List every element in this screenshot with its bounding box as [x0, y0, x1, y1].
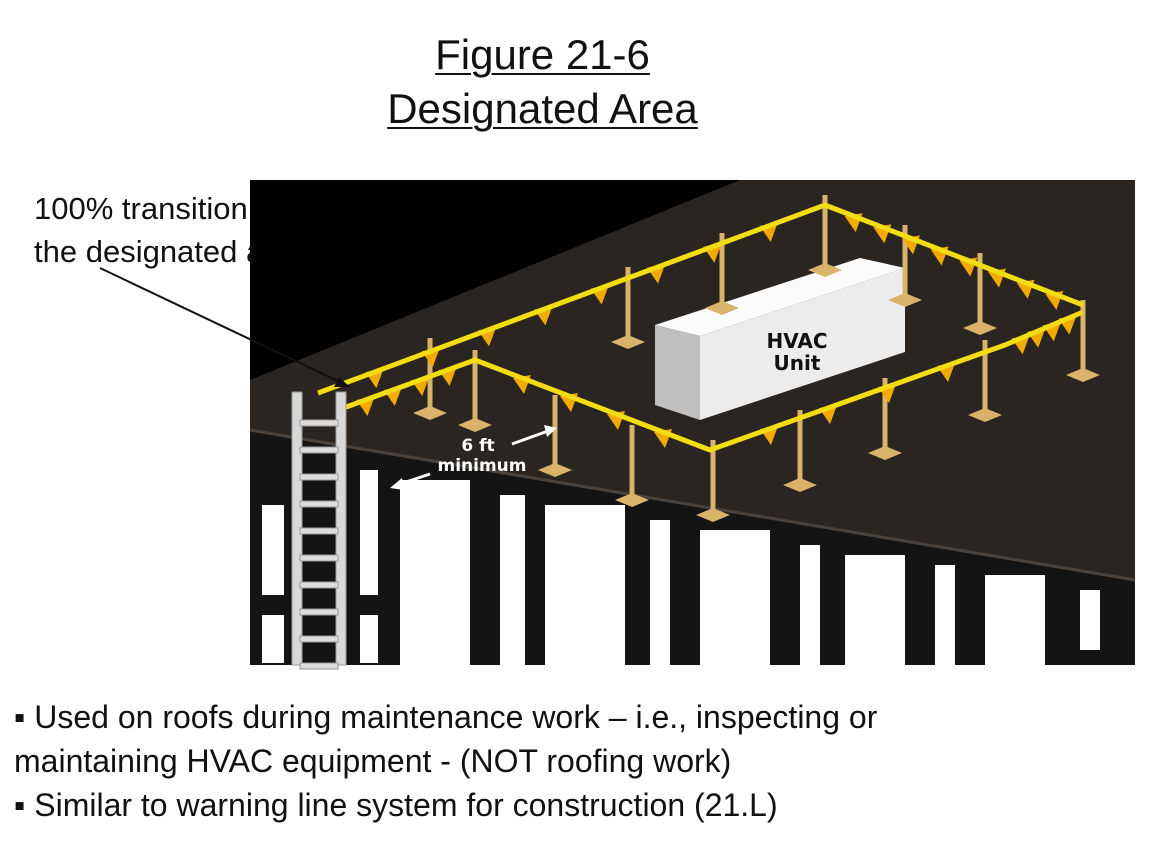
- warning-lines: [317, 202, 1084, 453]
- warning-line: [317, 202, 1084, 396]
- ladder-rung: [299, 581, 339, 589]
- hvac-label-line-1: HVAC: [766, 329, 827, 353]
- ladder-rung: [299, 662, 339, 670]
- callout-arrow: [99, 267, 350, 387]
- distance-arrow-right: [511, 425, 557, 446]
- bullet-1-line-2: maintaining HVAC equipment - (NOT roofin…: [14, 743, 732, 779]
- ladder-rung: [299, 554, 339, 562]
- warning-line: [337, 309, 1084, 453]
- ladder-rung: [299, 446, 339, 454]
- ladder-rung: [299, 473, 339, 481]
- figure-title: Figure 21-6: [435, 31, 650, 78]
- roof-edge-band: [250, 410, 1135, 665]
- distance-arrow-left: [390, 472, 431, 490]
- roof-edge-highlight: [249, 428, 1136, 582]
- ladder-rung: [299, 419, 339, 427]
- ladder-rung: [299, 635, 339, 643]
- distance-label-line-1: 6 ft: [461, 436, 494, 456]
- ladder-rung: [299, 608, 339, 616]
- ladder-rungs: [299, 419, 339, 670]
- hvac-label-line-2: Unit: [774, 351, 821, 375]
- ladder-rung: [299, 527, 339, 535]
- building-structure: [262, 470, 1100, 665]
- figure-subtitle: Designated Area: [387, 85, 698, 132]
- bullet-1-line-1: ▪ Used on roofs during maintenance work …: [14, 699, 878, 735]
- bullet-list: ▪ Used on roofs during maintenance work …: [14, 695, 877, 827]
- distance-label-line-2: minimum: [437, 456, 526, 476]
- ladder-rung: [299, 500, 339, 508]
- hvac-unit: [655, 258, 905, 420]
- bullet-2: ▪ Similar to warning line system for con…: [14, 787, 778, 823]
- ladder: [291, 391, 347, 670]
